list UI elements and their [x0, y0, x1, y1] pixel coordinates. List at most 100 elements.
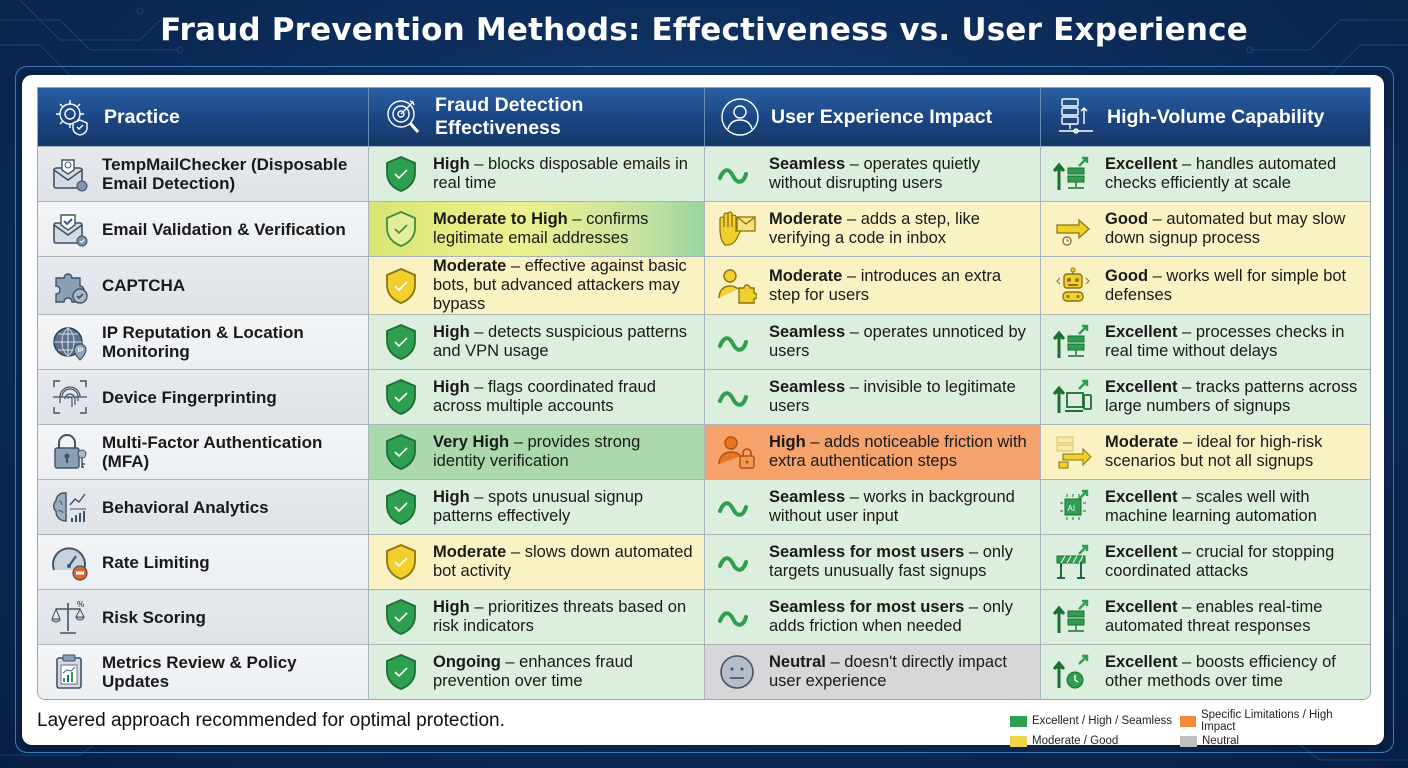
page-title: Fraud Prevention Methods: Effectiveness … [160, 12, 1248, 48]
rating-description: – crucial for stopping coordinated attac… [1105, 543, 1335, 580]
row-ux-cell: Neutral – doesn't directly impact user e… [705, 644, 1041, 699]
row-ux-cell: Seamless – works in background without u… [705, 479, 1041, 534]
rating-label: Very High [433, 433, 510, 451]
row-volume-cell: Excellent – handles automated checks eff… [1041, 146, 1370, 201]
shield-check-icon [386, 156, 416, 192]
arrow-timer-icon [1056, 218, 1090, 246]
effectiveness-text: Very High – provides strong identity ver… [433, 433, 694, 471]
svg-text:%: % [77, 600, 84, 609]
volume-text: Excellent – tracks patterns across large… [1105, 378, 1362, 416]
rating-label: Excellent [1105, 488, 1178, 506]
header-practice: Practice [38, 88, 369, 146]
rating-label: Seamless [769, 488, 846, 506]
effectiveness-text: Ongoing – enhances fraud prevention over… [433, 653, 694, 691]
rating-description: – introduces an extra step for users [769, 266, 1002, 304]
rating-label: High [433, 323, 470, 341]
row-effectiveness-cell: Moderate to High – confirms legitimate e… [369, 201, 705, 256]
fingerprint-icon [53, 380, 87, 414]
legend-item: Excellent / High / Seamless [1010, 709, 1180, 733]
rating-label: Excellent [1105, 155, 1178, 173]
effectiveness-text: High – prioritizes threats based on risk… [433, 598, 694, 636]
rating-label: Good [1105, 210, 1149, 228]
row-effectiveness-cell: High – detects suspicious patterns and V… [369, 314, 705, 369]
row-practice-cell: Multi-Factor Authentication (MFA) [38, 424, 369, 479]
rating-label: Excellent [1105, 543, 1178, 561]
server-arrow-icon [1056, 436, 1092, 469]
scale-up-icon [1053, 654, 1089, 689]
row-effectiveness-cell: High – flags coordinated fraud across mu… [369, 369, 705, 424]
ux-text: Seamless – works in background without u… [769, 488, 1030, 526]
effectiveness-text: High – spots unusual signup patterns eff… [433, 488, 694, 526]
scale-up-icon [1056, 544, 1089, 579]
header-label: Practice [104, 105, 180, 128]
legend-label: Moderate / Good [1032, 735, 1119, 747]
scale-up-icon [1053, 379, 1092, 413]
header-label: High-Volume Capability [1107, 105, 1325, 128]
volume-text: Excellent – scales well with machine lea… [1105, 488, 1362, 526]
row-effectiveness-cell: High – prioritizes threats based on risk… [369, 589, 705, 644]
legend-swatch-yellow [1010, 735, 1027, 747]
rating-description: – flags coordinated fraud across multipl… [433, 378, 656, 415]
rating-label: Good [1105, 266, 1149, 285]
rating-label: High [433, 488, 470, 506]
row-volume-cell: Moderate – ideal for high-risk scenarios… [1041, 424, 1370, 479]
row-effectiveness-cell: Moderate – slows down automated bot acti… [369, 534, 705, 589]
envelope-check-icon [53, 214, 88, 247]
shield-check-icon [386, 434, 416, 470]
rating-description: – spots unusual signup patterns effectiv… [433, 488, 644, 525]
rating-description: – tracks patterns across large numbers o… [1105, 378, 1358, 415]
rating-description: – works well for simple bot defenses [1105, 266, 1347, 304]
rating-description: – only targets unusually fast signups [769, 543, 1013, 580]
practice-name: TempMailChecker (Disposable Email Detect… [102, 155, 348, 193]
wave-seamless-icon [718, 611, 748, 627]
rating-description: – handles automated checks efficiently a… [1105, 155, 1337, 192]
rating-label: High [433, 598, 470, 616]
row-effectiveness-cell: Very High – provides strong identity ver… [369, 424, 705, 479]
effectiveness-text: High – blocks disposable emails in real … [433, 155, 694, 193]
rating-label: Seamless for most users [769, 543, 965, 561]
volume-text: Excellent – crucial for stopping coordin… [1105, 543, 1362, 581]
ux-text: Seamless for most users – only adds fric… [769, 598, 1030, 636]
practice-name: Device Fingerprinting [102, 387, 277, 407]
rating-label: Seamless [769, 323, 846, 341]
effectiveness-text: Moderate to High – confirms legitimate e… [433, 210, 694, 248]
shield-check-icon [386, 267, 416, 304]
user-lock-icon [718, 436, 755, 469]
header-label: User Experience Impact [771, 105, 993, 128]
row-ux-cell: Seamless for most users – only adds fric… [705, 589, 1041, 644]
rating-description: – doesn't directly impact user experienc… [769, 653, 1007, 690]
header-volume: High-Volume Capability [1041, 88, 1370, 146]
row-effectiveness-cell: Ongoing – enhances fraud prevention over… [369, 644, 705, 699]
practice-name: Risk Scoring [102, 607, 206, 627]
ux-text: Neutral – doesn't directly impact user e… [769, 653, 1030, 691]
svg-text:AI: AI [1068, 504, 1076, 513]
rating-description: – adds noticeable friction with extra au… [769, 433, 1027, 470]
practice-name: Metrics Review & Policy Updates [102, 653, 297, 691]
volume-text: Moderate – ideal for high-risk scenarios… [1105, 433, 1362, 471]
volume-text: Excellent – enables real-time automated … [1105, 598, 1362, 636]
ux-text: High – adds noticeable friction with ext… [769, 433, 1030, 471]
volume-text: Excellent – boosts efficiency of other m… [1105, 653, 1362, 691]
shield-check-icon [386, 654, 416, 690]
scale-up-icon: AI [1060, 489, 1089, 520]
rating-description: – works in background without user input [769, 488, 1015, 525]
row-effectiveness-cell: High – spots unusual signup patterns eff… [369, 479, 705, 534]
row-practice-cell: Email Validation & Verification [38, 201, 369, 256]
legend-swatch-green [1010, 715, 1027, 727]
outer-frame [15, 66, 1394, 753]
legend-label: Specific Limitations / High Impact [1200, 709, 1333, 733]
rating-description: – slows down automated bot activity [433, 543, 693, 580]
volume-text: Excellent – processes checks in real tim… [1105, 323, 1362, 361]
shield-check-icon [386, 211, 416, 247]
row-volume-cell: Excellent – tracks patterns across large… [1041, 369, 1370, 424]
footer-note: Layered approach recommended for optimal… [37, 710, 505, 731]
practice-name: CAPTCHA [102, 276, 186, 295]
ux-text: Seamless – invisible to legitimate users [769, 378, 1030, 416]
row-ux-cell: Seamless for most users – only targets u… [705, 534, 1041, 589]
rating-description: – operates quietly without disrupting us… [769, 155, 980, 192]
rating-label: Moderate [433, 257, 507, 275]
effectiveness-text: Moderate – slows down automated bot acti… [433, 543, 694, 581]
ux-text: Seamless for most users – only targets u… [769, 543, 1030, 581]
svg-text:IP: IP [78, 348, 84, 354]
legend-item: Neutral [1180, 735, 1360, 747]
